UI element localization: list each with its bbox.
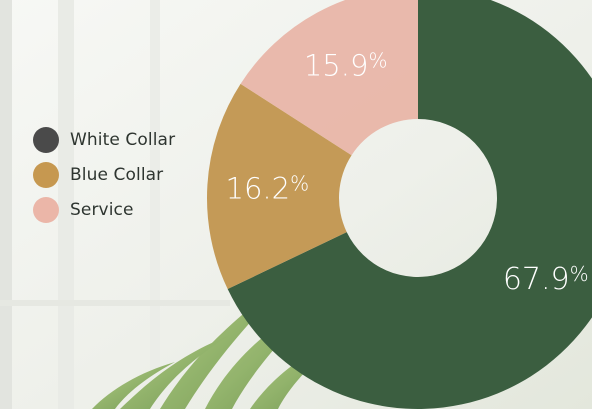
legend-label: White Collar	[70, 130, 176, 150]
legend-label: Blue Collar	[70, 165, 164, 185]
slice-blue-collar	[207, 83, 352, 290]
legend-swatch-white-collar	[33, 127, 59, 153]
slice-white-collar	[227, 0, 592, 409]
slice-label-white-collar: 67.9%	[503, 262, 589, 297]
legend-item-white-collar: White Collar	[33, 127, 176, 153]
slice-label-service: 15.9%	[304, 49, 388, 83]
slice-service	[240, 0, 418, 156]
slice-labels: 67.9% 16.2% 15.9%	[226, 49, 589, 297]
legend-swatch-service	[33, 197, 59, 223]
legend-item-blue-collar: Blue Collar	[33, 162, 175, 188]
slice-label-blue-collar: 16.2%	[226, 172, 310, 206]
legend-item-service: Service	[33, 197, 175, 223]
legend-swatch-blue-collar	[33, 162, 59, 188]
window-frame	[0, 0, 12, 409]
donut-slices	[207, 0, 592, 409]
legend-label: Service	[70, 200, 134, 220]
chart-legend: White Collar Blue Collar Service	[33, 127, 176, 233]
